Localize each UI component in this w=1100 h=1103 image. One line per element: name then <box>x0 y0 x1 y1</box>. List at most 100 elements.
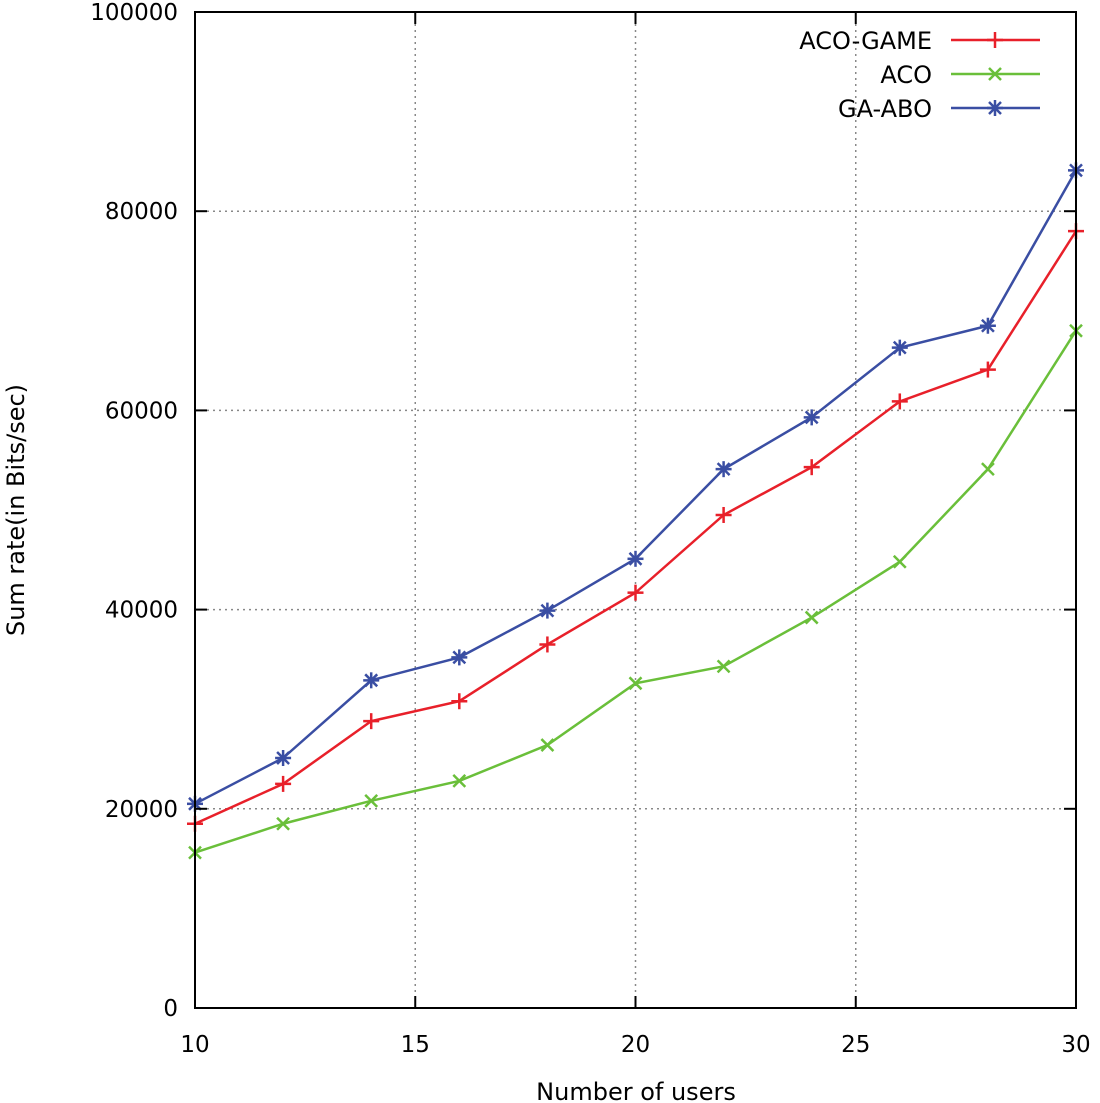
star-marker-icon <box>979 317 996 334</box>
data-point <box>451 693 468 710</box>
data-point <box>363 672 380 689</box>
data-point <box>627 550 644 567</box>
data-point <box>452 774 467 788</box>
marker-stroke <box>628 551 643 566</box>
data-point <box>803 409 820 426</box>
marker-stroke <box>988 67 1002 81</box>
marker-stroke <box>276 751 290 765</box>
x-tick-label: 10 <box>180 1032 209 1058</box>
series-group <box>187 162 1084 860</box>
plus-marker-icon <box>451 693 468 710</box>
y-tick-label: 100000 <box>90 0 178 26</box>
marker-stroke <box>276 816 290 831</box>
cross-marker-icon <box>628 676 643 691</box>
marker-stroke <box>988 101 1002 115</box>
series-aco <box>188 323 1083 860</box>
cross-marker-icon <box>716 659 731 674</box>
star-marker-icon <box>539 602 556 619</box>
legend-label: ACO <box>880 61 932 89</box>
data-point <box>540 738 555 752</box>
y-axis-title: Sum rate(in Bits/sec) <box>2 384 30 636</box>
ticks: 10 15 20 25 30 0 20000 40000 60000 80000 100000 <box>90 0 1090 1058</box>
cross-marker-icon <box>364 793 379 808</box>
x-tick-label: 15 <box>401 1032 430 1058</box>
plus-marker-icon <box>979 361 996 378</box>
data-point <box>627 584 644 601</box>
data-point <box>803 459 820 476</box>
data-point <box>715 506 732 523</box>
plus-marker-icon <box>275 775 292 792</box>
x-tick-label: 20 <box>621 1032 650 1058</box>
marker-stroke <box>716 659 731 674</box>
marker-stroke <box>804 410 819 425</box>
star-marker-icon <box>715 461 732 478</box>
legend-label: GA-ABO <box>838 95 932 123</box>
cross-marker-icon <box>452 774 467 788</box>
data-point <box>539 602 556 619</box>
marker-stroke <box>892 340 907 355</box>
marker-stroke <box>628 676 643 691</box>
y-tick-label: 0 <box>163 996 178 1022</box>
cross-marker-icon <box>892 554 907 569</box>
y-tick-label: 60000 <box>105 398 178 424</box>
plus-marker-icon <box>803 459 820 476</box>
cross-marker-icon <box>988 67 1002 81</box>
data-point <box>715 461 732 478</box>
data-point <box>276 816 290 831</box>
star-marker-icon <box>363 672 380 689</box>
data-point <box>892 554 907 569</box>
x-tick-label: 30 <box>1061 1032 1090 1058</box>
marker-stroke <box>364 673 379 688</box>
star-marker-icon <box>451 649 468 666</box>
marker-stroke <box>452 774 467 788</box>
data-point <box>979 361 996 378</box>
marker-stroke <box>716 462 731 477</box>
data-point <box>981 462 995 477</box>
data-point <box>364 793 379 808</box>
data-point <box>891 393 908 410</box>
data-point <box>716 659 731 674</box>
cross-marker-icon <box>981 462 995 477</box>
marker-stroke <box>804 610 819 625</box>
marker-stroke <box>540 738 555 752</box>
marker-stroke <box>364 793 379 808</box>
cross-marker-icon <box>540 738 555 752</box>
legend: ACO-GAME ACO GA-ABO <box>799 27 1040 123</box>
marker-stroke <box>892 554 907 569</box>
marker-stroke <box>981 318 995 333</box>
data-point <box>275 775 292 792</box>
plus-marker-icon <box>363 713 380 730</box>
data-point <box>891 339 908 356</box>
plus-marker-icon <box>539 636 556 653</box>
cross-marker-icon <box>804 610 819 625</box>
series-line <box>194 230 1078 825</box>
marker-stroke <box>540 603 555 618</box>
plus-marker-icon <box>715 506 732 523</box>
star-marker-icon <box>275 750 292 767</box>
data-point <box>979 317 996 334</box>
data-point <box>539 636 556 653</box>
data-point <box>363 713 380 730</box>
star-marker-icon <box>987 100 1003 116</box>
y-tick-label: 40000 <box>105 598 178 624</box>
y-tick-label: 80000 <box>105 199 178 225</box>
legend-label: ACO-GAME <box>799 27 932 55</box>
data-point <box>628 676 643 691</box>
star-marker-icon <box>803 409 820 426</box>
star-marker-icon <box>891 339 908 356</box>
marker-stroke <box>452 650 467 665</box>
data-point <box>804 610 819 625</box>
data-point <box>451 649 468 666</box>
x-tick-label: 25 <box>841 1032 870 1058</box>
cross-marker-icon <box>276 816 290 831</box>
x-axis-title: Number of users <box>536 1078 736 1103</box>
grid <box>195 12 1076 1008</box>
marker-stroke <box>981 462 995 477</box>
data-point <box>275 750 292 767</box>
y-tick-label: 20000 <box>105 797 178 823</box>
plus-marker-icon <box>987 32 1003 48</box>
star-marker-icon <box>627 550 644 567</box>
plus-marker-icon <box>891 393 908 410</box>
series-aco-game <box>187 223 1084 832</box>
